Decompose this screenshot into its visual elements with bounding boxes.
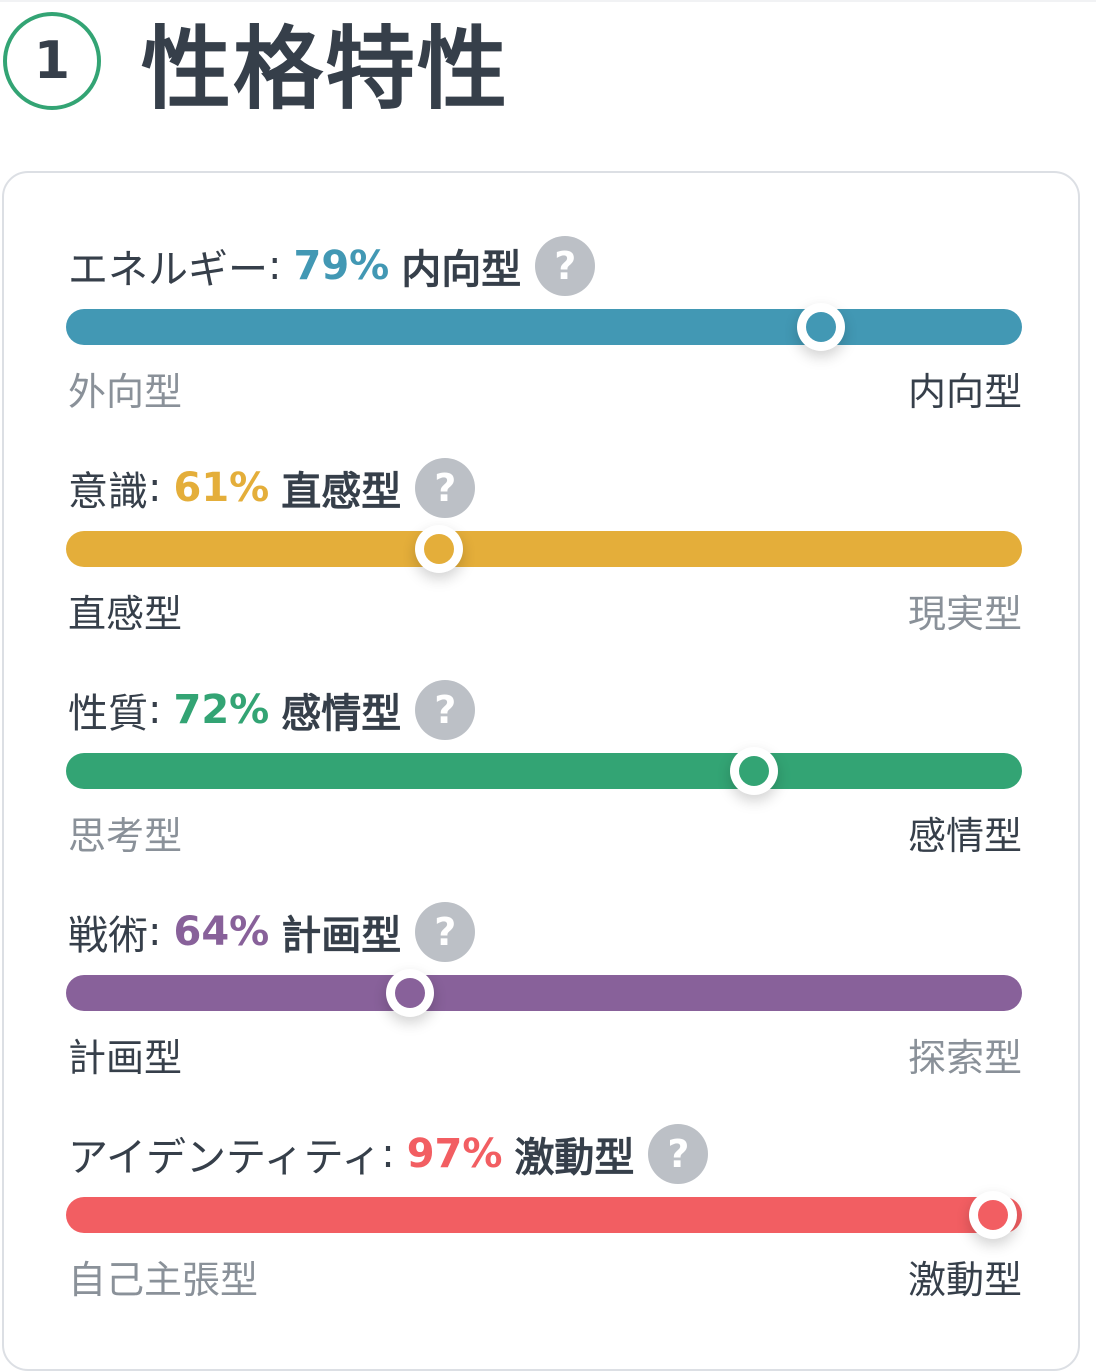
right-pole-label: 探索型	[907, 1036, 1022, 1080]
knob-dot	[739, 756, 770, 786]
trait-colon: :	[381, 1131, 395, 1177]
trait-slider-knob	[969, 1191, 1018, 1239]
trait-result: 激動型	[514, 1135, 635, 1181]
right-pole-label: 内向型	[907, 370, 1022, 414]
trait-header: エネルギー : 79% 内向型 ?	[68, 235, 596, 297]
left-pole-label: 自己主張型	[68, 1258, 259, 1302]
trait-colon: :	[148, 465, 162, 511]
trait-name: 戦術	[68, 913, 148, 959]
right-pole-label: 現実型	[907, 592, 1022, 636]
trait-header: アイデンティティ : 97% 激動型 ?	[68, 1123, 709, 1185]
trait-percent: 61%	[173, 465, 270, 511]
trait-result: 内向型	[401, 247, 522, 293]
trait-percent: 64%	[173, 909, 270, 955]
top-divider	[0, 0, 1096, 2]
trait-bar	[66, 1191, 1022, 1239]
trait-colon: :	[148, 909, 162, 955]
trait-colon: :	[148, 687, 162, 733]
trait-header: 性質 : 72% 感情型 ?	[68, 679, 476, 741]
trait-bar	[66, 969, 1022, 1017]
step-number-badge: 1	[3, 12, 101, 110]
right-pole-label: 感情型	[907, 814, 1022, 858]
trait-result: 感情型	[281, 691, 402, 737]
help-icon[interactable]: ?	[648, 1124, 709, 1184]
help-icon[interactable]: ?	[415, 458, 476, 518]
trait-name: 性質	[68, 691, 148, 737]
trait-mind: 意識 : 61% 直感型 ? 直感型 現実型	[66, 457, 1022, 647]
trait-percent: 79%	[293, 243, 390, 289]
trait-result: 直感型	[281, 469, 402, 515]
trait-slider-knob	[730, 747, 779, 795]
help-icon[interactable]: ?	[415, 902, 476, 962]
left-pole-label: 計画型	[68, 1036, 183, 1080]
trait-name: 意識	[68, 469, 148, 515]
trait-name: エネルギー	[68, 247, 268, 293]
trait-tactics: 戦術 : 64% 計画型 ? 計画型 探索型	[66, 901, 1022, 1091]
left-pole-label: 思考型	[68, 814, 183, 858]
traits-card: エネルギー : 79% 内向型 ? 外向型 内向型 意識 : 61% 直感型 ?…	[2, 171, 1080, 1371]
trait-slider-knob	[386, 969, 435, 1017]
trait-slider-knob	[414, 525, 463, 573]
knob-dot	[395, 978, 426, 1008]
trait-bar	[66, 747, 1022, 795]
section-heading: 1 性格特性	[0, 8, 509, 122]
trait-result: 計画型	[281, 913, 402, 959]
trait-name: アイデンティティ	[68, 1135, 382, 1181]
section-title: 性格特性	[141, 17, 509, 122]
trait-header: 意識 : 61% 直感型 ?	[68, 457, 476, 519]
trait-percent: 97%	[406, 1131, 503, 1177]
trait-nature: 性質 : 72% 感情型 ? 思考型 感情型	[66, 679, 1022, 869]
trait-energy: エネルギー : 79% 内向型 ? 外向型 内向型	[66, 235, 1022, 425]
trait-bar	[66, 525, 1022, 573]
knob-dot	[806, 312, 837, 342]
trait-slider-knob	[797, 303, 846, 351]
trait-colon: :	[268, 243, 282, 289]
trait-percent: 72%	[173, 687, 270, 733]
knob-dot	[423, 534, 454, 564]
trait-header: 戦術 : 64% 計画型 ?	[68, 901, 476, 963]
help-icon[interactable]: ?	[415, 680, 476, 740]
knob-dot	[978, 1200, 1009, 1230]
help-icon[interactable]: ?	[535, 236, 596, 296]
trait-bar	[66, 303, 1022, 351]
right-pole-label: 激動型	[907, 1258, 1022, 1302]
left-pole-label: 外向型	[68, 370, 183, 414]
left-pole-label: 直感型	[68, 592, 183, 636]
trait-identity: アイデンティティ : 97% 激動型 ? 自己主張型 激動型	[66, 1123, 1022, 1313]
